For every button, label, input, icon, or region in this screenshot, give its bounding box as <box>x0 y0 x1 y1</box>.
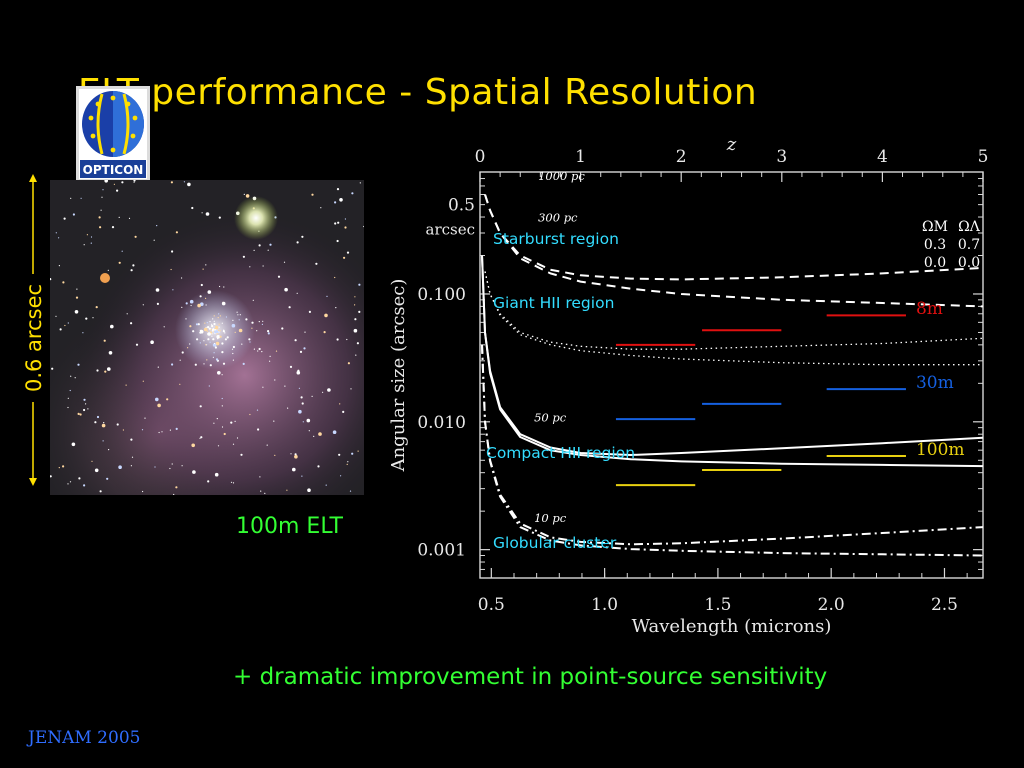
cosmology-value: 0.3 <box>924 237 946 253</box>
x-tick-label: 0.5 <box>478 595 505 615</box>
scale-bar: 0.6 arcsec <box>22 174 46 486</box>
x-tick-label: 2.5 <box>931 595 958 615</box>
bottom-note: + dramatic improvement in point-source s… <box>233 664 828 690</box>
y-tick-label: 0.001 <box>417 541 466 561</box>
diffraction-limit-label: 100m <box>916 440 965 460</box>
series-size-label: 50 pc <box>534 410 567 424</box>
series-line-1000-pc-flat <box>484 194 984 308</box>
y-tick-label: 0.100 <box>417 285 466 305</box>
top-tick-label: 4 <box>877 147 888 167</box>
star-field <box>50 180 364 495</box>
series-size-label: 10 pc <box>534 511 567 525</box>
footer-text: JENAM 2005 <box>28 728 141 748</box>
series-line-50-pc-flat <box>481 255 984 468</box>
image-caption: 100m ELT <box>236 514 343 539</box>
scale-bar-label: 0.6 arcsec <box>22 284 46 392</box>
top-tick-label: 0 <box>475 147 486 167</box>
x-tick-label: 2.0 <box>818 595 845 615</box>
series-size-label: 300 pc <box>538 210 578 224</box>
series-line-50-pc-open <box>481 255 984 456</box>
top-axis-label: z <box>726 134 737 155</box>
y-extra-label-unit: arcsec <box>426 221 476 239</box>
series-region-label: Giant HII region <box>493 294 614 312</box>
diffraction-limit-label: 8m <box>916 299 943 319</box>
y-tick-label: 0.010 <box>417 413 466 433</box>
x-tick-label: 1.5 <box>704 595 731 615</box>
x-axis-label: Wavelength (microns) <box>632 616 832 637</box>
x-tick-label: 1.0 <box>591 595 618 615</box>
cosmology-value: 0.0 <box>958 255 980 271</box>
series-region-label: Globular cluster <box>493 534 617 552</box>
top-tick-label: 2 <box>676 147 687 167</box>
star-cluster-image <box>50 180 364 495</box>
series-region-label: Starburst region <box>493 230 619 248</box>
top-tick-label: 5 <box>978 147 989 167</box>
top-tick-label: 3 <box>776 147 787 167</box>
series-region-label: Compact HII region <box>486 444 635 462</box>
series-size-label: 1000 pc <box>538 169 585 183</box>
top-tick-label: 1 <box>575 147 586 167</box>
cosmology-value: 0.0 <box>924 255 946 271</box>
cosmology-value: 0.7 <box>958 237 980 253</box>
plot-frame <box>479 171 984 579</box>
y-axis-label: Angular size (arcsec) <box>388 279 409 473</box>
y-extra-label: 0.5 <box>448 196 475 216</box>
opticon-logo: OPTICON <box>76 86 150 182</box>
diffraction-limit-label: 30m <box>916 373 954 393</box>
logo-text: OPTICON <box>83 163 144 177</box>
series-line-300-pc-flat <box>484 271 983 366</box>
cosmology-header: ΩΛ <box>958 219 981 235</box>
slide-title: ELT performance - Spatial Resolution <box>78 72 758 113</box>
cosmology-header: ΩM <box>922 219 948 235</box>
